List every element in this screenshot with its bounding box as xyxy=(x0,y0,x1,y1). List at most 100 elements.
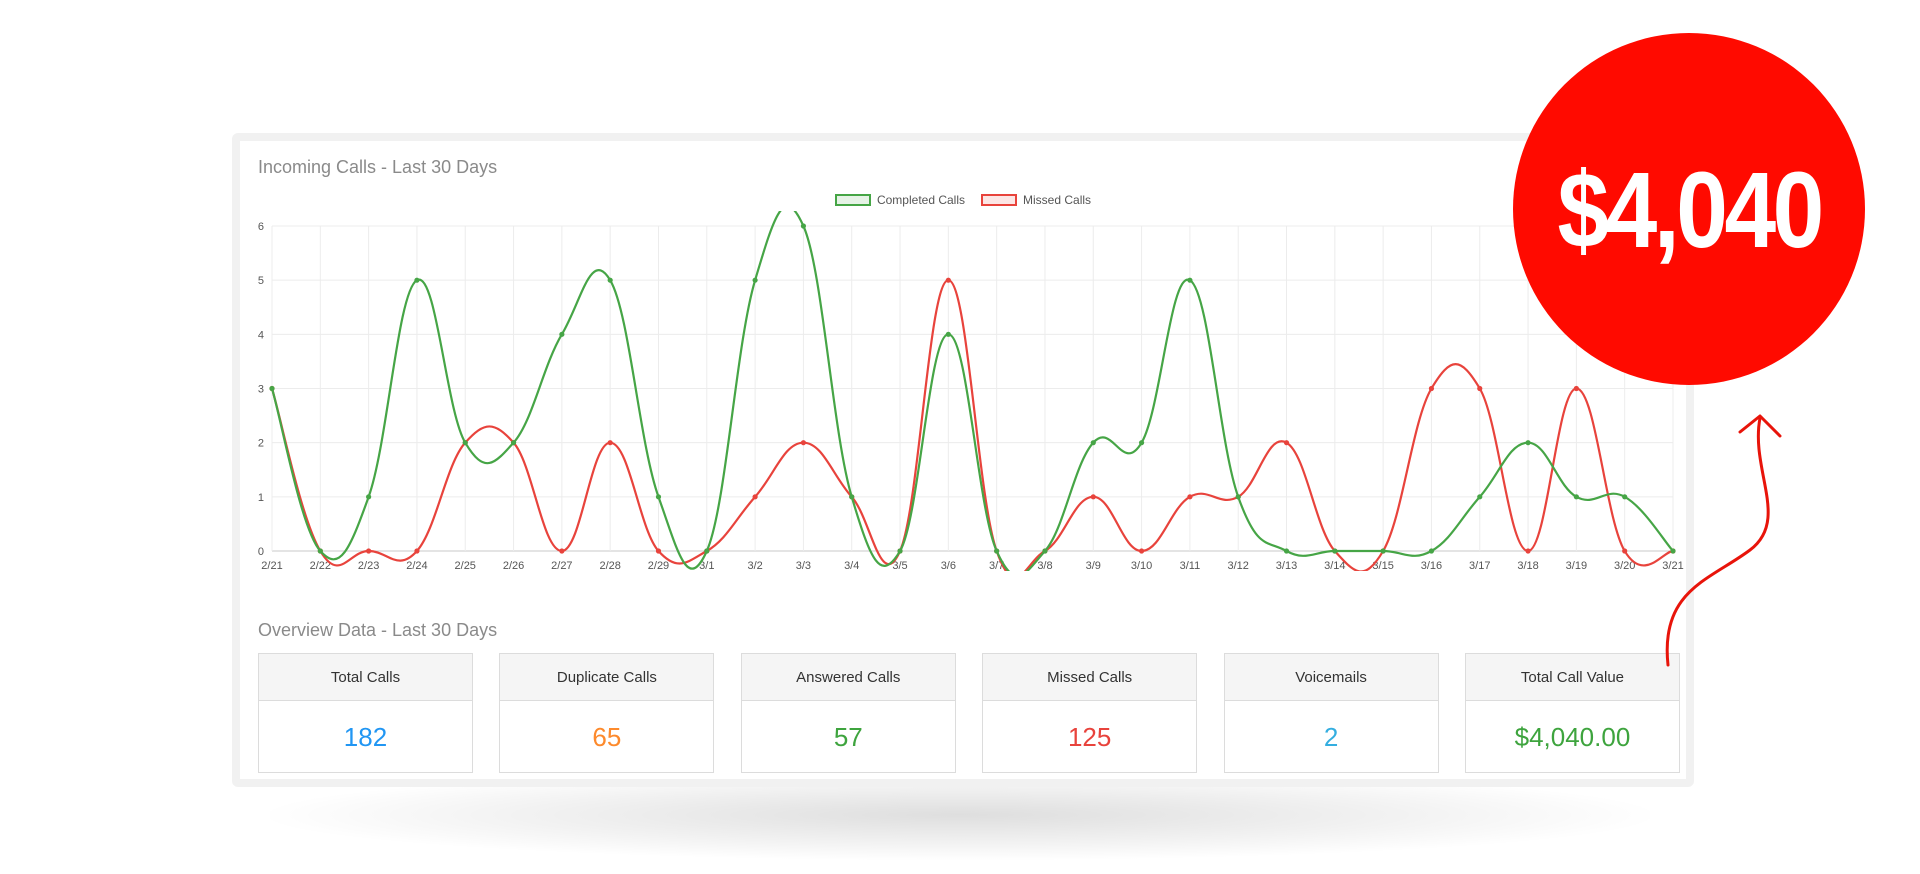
x-tick-label: 3/10 xyxy=(1131,560,1152,571)
data-point-completed xyxy=(317,548,323,554)
legend-label-missed: Missed Calls xyxy=(1023,193,1092,207)
x-tick-label: 3/18 xyxy=(1517,560,1538,571)
x-tick-label: 3/2 xyxy=(747,560,762,571)
data-point-missed xyxy=(1428,385,1435,392)
y-tick-label: 4 xyxy=(258,329,264,341)
legend-swatch-completed xyxy=(834,194,871,206)
stat-label: Total Call Value xyxy=(1465,654,1679,701)
data-point-completed xyxy=(1670,548,1676,554)
data-point-missed xyxy=(1573,385,1579,392)
x-tick-label: 3/7 xyxy=(989,560,1004,571)
x-tick-label: 2/26 xyxy=(503,560,524,571)
stat-value: 125 xyxy=(1067,721,1112,752)
stat-answered-calls: Answered Calls 57 xyxy=(740,653,956,773)
stat-label: Missed Calls xyxy=(983,654,1197,701)
data-point-missed xyxy=(1138,548,1145,554)
x-tick-label: 3/16 xyxy=(1421,560,1442,571)
x-tick-label: 3/4 xyxy=(844,560,859,571)
stat-total-calls: Total Calls 182 xyxy=(258,653,473,773)
x-tick-label: 2/28 xyxy=(599,560,620,571)
stat-value: 182 xyxy=(343,721,388,752)
series-line-completed xyxy=(270,211,1674,571)
data-point-completed xyxy=(1428,548,1435,554)
data-point-completed xyxy=(945,331,951,337)
data-point-missed xyxy=(414,548,420,554)
legend-item-missed[interactable]: Missed Calls xyxy=(981,193,1091,207)
data-point-missed xyxy=(945,277,951,283)
data-point-missed xyxy=(366,548,372,554)
data-point-completed xyxy=(1187,277,1193,283)
data-point-missed xyxy=(1283,440,1290,446)
data-point-missed xyxy=(1477,385,1483,392)
x-tick-label: 3/19 xyxy=(1566,560,1587,571)
data-point-completed xyxy=(607,277,613,283)
data-point-completed xyxy=(897,548,903,554)
x-tick-label: 3/1 xyxy=(699,560,714,571)
data-point-completed xyxy=(994,548,1000,554)
y-tick-label: 6 xyxy=(258,221,264,233)
x-tick-label: 3/3 xyxy=(796,560,811,571)
stat-label: Total Calls xyxy=(259,654,472,701)
x-tick-label: 3/20 xyxy=(1614,560,1635,571)
x-tick-label: 2/22 xyxy=(310,560,331,571)
data-point-completed xyxy=(1283,548,1290,554)
stat-label: Voicemails xyxy=(1224,654,1438,701)
stat-label: Answered Calls xyxy=(741,654,955,701)
data-point-completed xyxy=(655,494,662,500)
x-tick-label: 3/11 xyxy=(1180,560,1201,571)
y-tick-label: 3 xyxy=(258,384,264,396)
total-value-badge: $4,040 xyxy=(1513,33,1865,385)
data-point-completed xyxy=(1380,548,1386,554)
data-point-missed xyxy=(752,494,758,500)
data-point-completed xyxy=(462,440,468,446)
data-point-completed xyxy=(1138,440,1145,446)
data-point-completed xyxy=(1525,440,1531,446)
x-tick-label: 3/12 xyxy=(1227,560,1248,571)
stat-missed-calls: Missed Calls 125 xyxy=(982,653,1198,773)
chart-legend: Completed Calls Missed Calls xyxy=(240,193,1686,207)
data-point-completed xyxy=(366,494,372,500)
stat-total-call-value: Total Call Value $4,040.00 xyxy=(1464,653,1680,773)
stat-voicemails: Voicemails 2 xyxy=(1223,653,1439,773)
data-point-completed xyxy=(559,331,565,337)
series-line-missed xyxy=(270,279,1674,571)
x-tick-label: 3/13 xyxy=(1276,560,1297,571)
stat-value: 57 xyxy=(833,721,863,752)
overview-title: Overview Data - Last 30 Days xyxy=(258,620,498,640)
legend-swatch-missed xyxy=(981,194,1018,206)
data-point-completed xyxy=(1042,548,1048,554)
data-point-completed xyxy=(1622,494,1628,500)
stat-duplicate-calls: Duplicate Calls 65 xyxy=(499,653,715,773)
x-tick-label: 2/21 xyxy=(261,560,282,571)
data-point-missed xyxy=(1090,494,1096,500)
x-tick-label: 3/15 xyxy=(1372,560,1393,571)
x-tick-label: 3/9 xyxy=(1086,560,1101,571)
pointer-arrow-icon xyxy=(1665,414,1782,667)
data-point-missed xyxy=(1525,548,1531,554)
y-tick-label: 2 xyxy=(258,438,264,450)
legend-item-completed[interactable]: Completed Calls xyxy=(834,193,965,207)
data-point-completed xyxy=(849,494,855,500)
x-tick-label: 3/8 xyxy=(1037,560,1052,571)
stat-value: 2 xyxy=(1323,721,1339,752)
data-point-completed xyxy=(800,223,807,229)
dashboard-card: Incoming Calls - Last 30 Days Completed … xyxy=(232,133,1694,787)
data-point-missed xyxy=(559,548,565,554)
data-point-completed xyxy=(1090,440,1096,446)
data-point-completed xyxy=(1332,548,1338,554)
data-point-missed xyxy=(1187,494,1193,500)
stat-value: 65 xyxy=(592,721,622,752)
overview-stats: Total Calls 182 Duplicate Calls 65 Answe… xyxy=(258,653,1680,773)
badge-amount: $4,040 xyxy=(1557,148,1824,270)
data-point-completed xyxy=(704,548,710,554)
x-tick-label: 2/29 xyxy=(648,560,669,571)
data-point-missed xyxy=(1622,548,1628,554)
data-point-completed xyxy=(414,277,420,283)
x-tick-label: 3/21 xyxy=(1662,560,1683,571)
data-point-missed xyxy=(800,440,807,446)
incoming-calls-chart: 0 1 2 3 4 5 6 2/21 2/22 2/23 2/24 2/25 2/26 2/27 2/28 2… xyxy=(258,211,1684,571)
data-point-missed xyxy=(655,548,662,554)
y-tick-label: 5 xyxy=(258,275,264,287)
data-point-missed xyxy=(607,440,613,446)
x-tick-label: 3/6 xyxy=(941,560,956,571)
